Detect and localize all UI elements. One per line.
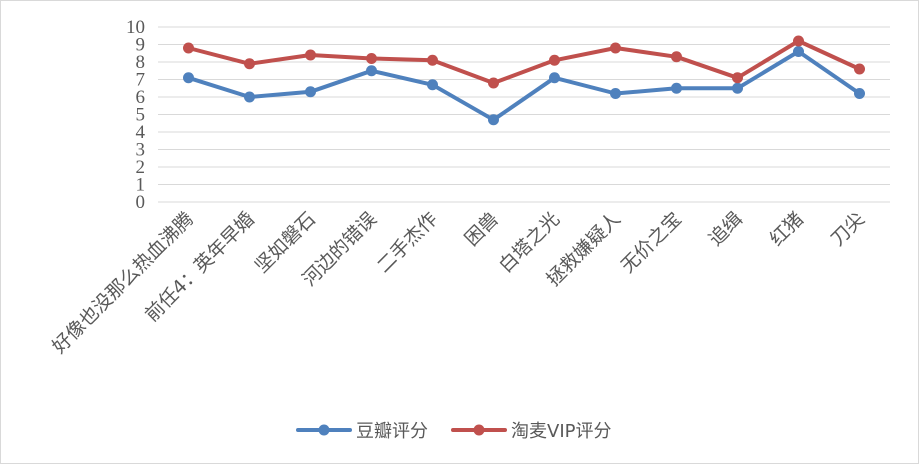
data-point [183,72,194,84]
y-tick-label: 4 [136,122,146,143]
data-point [244,58,255,70]
data-point [793,35,804,47]
y-tick-label: 1 [136,175,146,196]
y-tick-label: 9 [136,35,146,56]
data-point [549,54,560,66]
data-point [732,82,743,94]
data-point [610,42,621,54]
data-point [671,82,682,94]
y-tick-label: 6 [136,87,146,108]
data-point [244,91,255,103]
data-point [427,54,438,66]
data-point [610,88,621,99]
x-tick-label: 二手杰作 [373,208,442,277]
data-point [854,88,865,99]
y-tick-label: 8 [136,52,146,73]
data-point [854,63,865,75]
data-point [793,46,804,57]
x-tick-label: 前任4：英年早婚 [141,208,259,326]
x-tick-label: 困兽 [461,208,503,250]
data-point [366,65,377,77]
y-tick-label: 5 [136,105,146,126]
data-point [671,51,682,63]
legend-marker [473,424,485,436]
y-tick-label: 10 [126,17,145,38]
data-point [427,79,438,91]
legend-label: 淘麦VIP评分 [511,421,611,442]
legend-marker [318,424,330,436]
x-tick-label: 追缉 [705,208,747,250]
series-line [186,49,862,122]
data-point [732,72,743,84]
data-point [549,72,560,84]
x-tick-label: 无价之宝 [617,208,686,277]
series-line [186,39,862,85]
x-tick-label: 刀尖 [827,208,869,250]
y-tick-label: 7 [136,70,146,91]
data-point [183,42,194,54]
data-point [305,86,316,98]
y-tick-label: 3 [136,140,146,161]
y-tick-label: 2 [136,157,146,178]
x-tick-label: 红猪 [766,208,808,250]
legend-label: 豆瓣评分 [356,421,428,442]
data-point [366,53,377,64]
y-tick-label: 0 [136,192,146,213]
data-point [488,114,499,126]
data-point [305,49,316,61]
data-point [488,77,499,89]
